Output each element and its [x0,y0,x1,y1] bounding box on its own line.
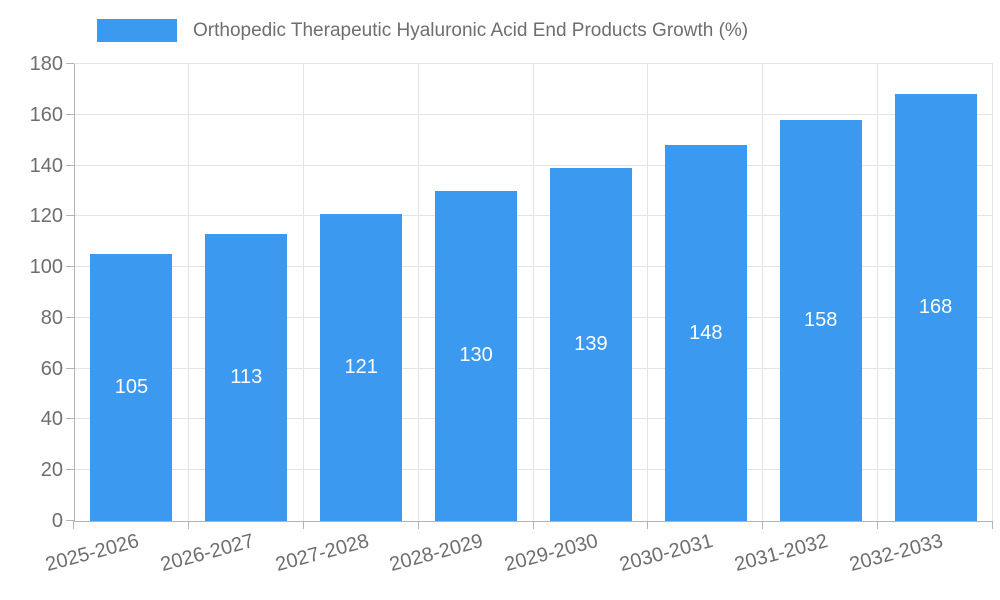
y-axis-tick [66,215,74,217]
x-axis-category-label: 2025-2026 [43,530,142,577]
y-axis-tick [66,316,74,318]
bar[interactable]: 121 [320,213,403,521]
x-axis-tick [647,521,649,529]
x-axis-category-label: 2031-2032 [732,530,831,577]
y-axis-tick-label: 0 [51,510,63,532]
x-axis-category-label: 2028-2029 [387,530,486,577]
y-axis-tick-label: 120 [29,205,63,228]
x-axis-tick [532,521,534,529]
bar-value-label: 148 [689,321,723,344]
y-axis-tick-label: 40 [40,408,63,431]
legend-swatch-icon [97,19,177,42]
y-axis-tick [66,418,74,420]
x-axis-tick [417,521,419,529]
y-axis-tick-label: 100 [29,256,63,279]
x-axis-tick [762,521,764,529]
y-axis-tick-label: 60 [40,357,63,380]
bar-value-label: 130 [459,344,493,367]
x-axis-tick [302,521,304,529]
bar[interactable]: 139 [549,168,632,521]
y-axis-tick [66,469,74,471]
x-axis-tick [992,521,993,529]
y-axis-tick-label: 140 [29,154,63,177]
y-axis-tick [66,266,74,268]
bar[interactable]: 113 [205,234,288,521]
bar-value-label: 121 [344,355,378,378]
x-axis-category-label: 2029-2030 [502,530,601,577]
y-axis-tick [66,113,74,115]
bar-value-label: 139 [574,333,608,356]
bar-value-label: 158 [804,308,838,331]
legend-item[interactable]: Orthopedic Therapeutic Hyaluronic Acid E… [97,19,748,42]
x-axis-category-label: 2032-2033 [847,530,946,577]
y-axis-tick-label: 80 [40,306,63,329]
bar-value-label: 168 [918,296,953,319]
bar[interactable]: 105 [90,254,173,521]
x-axis-line [74,521,993,522]
y-axis-tick [66,520,74,521]
bar[interactable]: 158 [779,119,862,521]
legend-label: Orthopedic Therapeutic Hyaluronic Acid E… [193,20,749,41]
x-axis-category-label: 2030-2031 [617,530,716,577]
bar-value-label: 113 [230,366,263,389]
x-axis-category-label: 2026-2027 [157,530,257,577]
y-axis-tick-label: 20 [40,459,63,482]
y-axis-tick-label: 160 [29,103,63,126]
bar-value-label: 105 [114,376,149,399]
x-axis-tick [187,521,189,529]
x-axis-tick [877,521,879,529]
bar[interactable]: 130 [435,190,518,521]
x-axis-tick [73,521,74,529]
y-axis-tick [66,63,74,64]
bar[interactable]: 148 [664,145,747,521]
y-axis-tick-label: 180 [29,53,63,75]
x-axis-category-label: 2027-2028 [272,530,371,577]
y-axis-tick [66,164,74,166]
y-axis-tick [66,367,74,369]
bar[interactable]: 168 [894,94,977,521]
